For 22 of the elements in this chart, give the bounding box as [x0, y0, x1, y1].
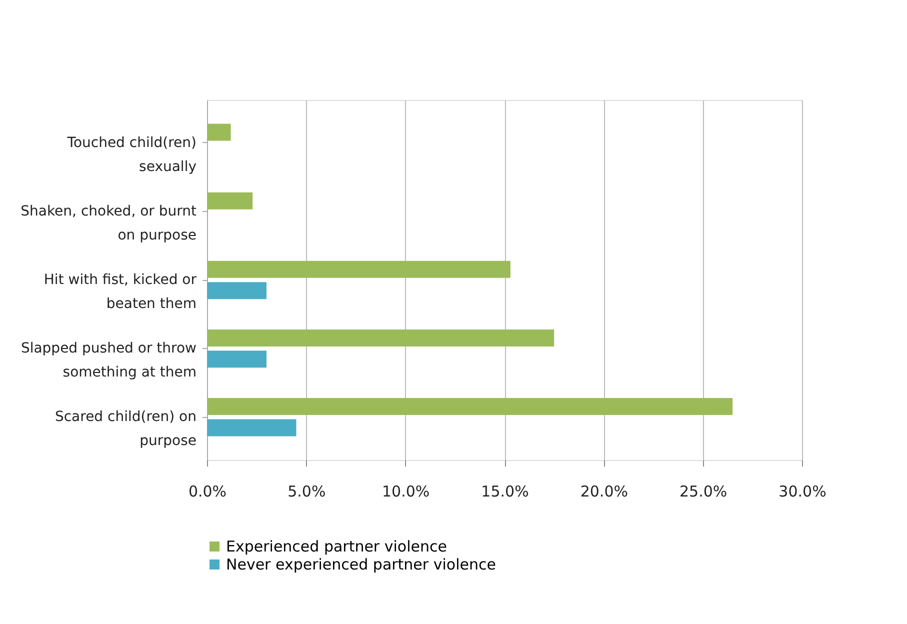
y-tick-label: Hit with fist, kicked or beaten them [44, 272, 197, 312]
x-tick-label: 0.0% [188, 482, 227, 500]
y-tick-label: Touched child(ren) sexually [66, 134, 196, 175]
bar [207, 329, 554, 346]
y-tick-label: Shaken, choked, or burnt on purpose [20, 203, 197, 244]
x-tick-label: 30.0% [778, 482, 826, 500]
legend-label: Experienced partner violence [226, 538, 447, 556]
bar [207, 419, 296, 436]
bar [207, 350, 266, 368]
x-tick-label: 5.0% [288, 482, 326, 500]
x-tick-label: 10.0% [382, 482, 430, 500]
bar [207, 282, 266, 300]
bar [207, 398, 733, 416]
x-tick-label: 20.0% [580, 482, 628, 500]
bar [207, 192, 253, 210]
bar [207, 260, 510, 278]
x-tick-label: 15.0% [481, 482, 529, 500]
legend-label: Never experienced partner violence [226, 556, 496, 574]
x-tick-label: 25.0% [680, 482, 728, 500]
y-tick-label: Slapped pushed or throw something at them [20, 340, 196, 381]
bar [207, 124, 231, 141]
y-tick-label: Scared child(ren) on purpose [54, 409, 196, 450]
